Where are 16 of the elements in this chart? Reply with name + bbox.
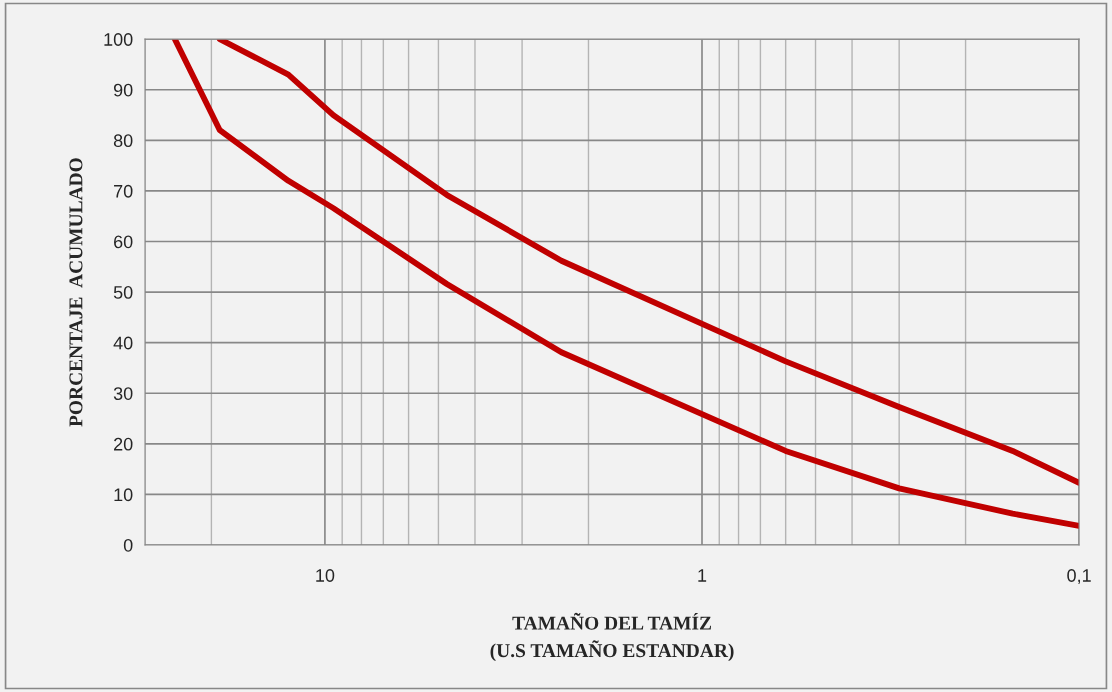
y-tick-label: 80: [113, 134, 133, 148]
y-tick-label: 10: [114, 488, 133, 502]
y-tick-label: 90: [113, 83, 133, 97]
x-tick-label: 0,1: [1067, 569, 1091, 585]
y-tick-label: 20: [114, 437, 133, 451]
y-tick-label: 40: [113, 336, 133, 350]
x-tick-label: 10: [316, 569, 335, 582]
x-tick-label: 1: [698, 569, 707, 582]
y-axis-title: PORCENTAJE ACUMULADO: [69, 158, 83, 427]
y-tick-label: 0: [123, 538, 133, 552]
y-tick-label: 70: [114, 184, 133, 198]
y-tick-label: 100: [104, 33, 133, 46]
y-tick-label: 60: [114, 235, 133, 249]
y-tick-label: 50: [113, 286, 133, 299]
y-tick-label: 30: [113, 387, 133, 400]
x-axis-title: TAMAÑO DEL TAMÍZ (U.S TAMAÑO ESTANDAR): [490, 612, 734, 662]
